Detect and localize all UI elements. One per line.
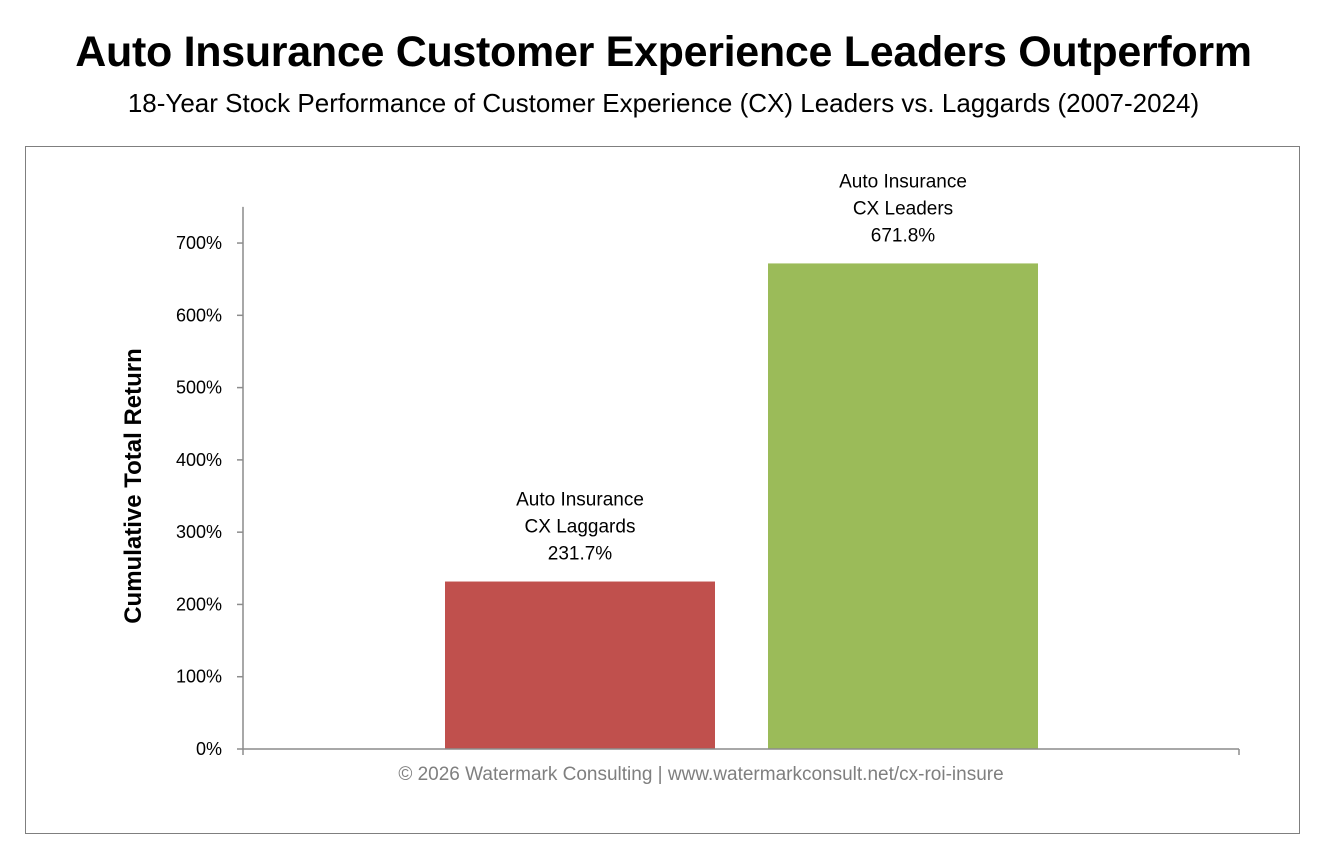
y-tick-label: 300% <box>176 522 222 542</box>
y-tick-label: 600% <box>176 305 222 325</box>
bar-cx-leaders <box>768 263 1038 749</box>
y-axis-ticks: 0% 100% 200% 300% 400% 500% 600% 700% <box>176 233 1240 759</box>
bar-category-label: Auto Insurance <box>516 490 644 511</box>
bar-category-label: Auto Insurance <box>839 171 967 192</box>
bar-value-label: 231.7% <box>548 544 613 565</box>
chart-title: Auto Insurance Customer Experience Leade… <box>75 28 1252 76</box>
bar-category-label: CX Laggards <box>525 517 636 538</box>
y-tick-label: 200% <box>176 594 222 614</box>
bar-labels: Auto Insurance CX Laggards 231.7% Auto Insu… <box>516 171 967 564</box>
chart-subtitle: 18-Year Stock Performance of Customer Ex… <box>127 88 1200 118</box>
y-tick-label: 400% <box>176 450 222 470</box>
bar-cx-laggards <box>445 581 715 749</box>
y-axis-label: Cumulative Total Return <box>120 348 147 624</box>
y-tick-label: 100% <box>176 667 222 687</box>
y-tick-label: 500% <box>176 378 222 398</box>
bars <box>445 263 1038 749</box>
chart-frame <box>25 146 1300 834</box>
bar-category-label: CX Leaders <box>853 198 953 219</box>
y-tick-label: 0% <box>196 739 222 759</box>
copyright-footer: © 2026 Watermark Consulting | www.waterm… <box>398 764 1003 785</box>
bar-value-label: 671.8% <box>871 225 936 246</box>
y-tick-label: 700% <box>176 233 222 253</box>
